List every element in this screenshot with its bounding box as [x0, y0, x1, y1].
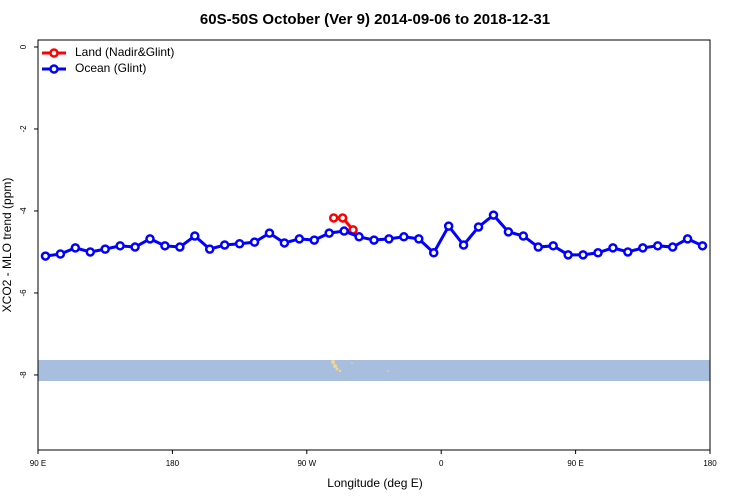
plot-frame	[37, 39, 711, 451]
data-point	[399, 232, 409, 242]
data-point	[264, 228, 275, 238]
data-point	[369, 235, 379, 245]
data-point	[682, 234, 693, 244]
data-point	[354, 232, 364, 242]
y-tick-label: -8	[19, 371, 28, 379]
data-point	[130, 242, 140, 252]
data-point	[85, 247, 96, 257]
y-tick-label: -6	[19, 289, 28, 297]
x-tick-label: 90 W	[297, 459, 316, 468]
data-point	[204, 244, 215, 254]
legend-marker	[49, 64, 59, 74]
data-point	[339, 226, 349, 236]
data-point	[100, 244, 110, 254]
data-point	[414, 234, 424, 244]
x-tick-label: 0	[439, 459, 444, 468]
x-tick-label: 90 E	[30, 459, 46, 468]
data-point	[518, 231, 529, 241]
legend-label: Ocean (Glint)	[75, 61, 146, 75]
data-point	[175, 242, 185, 252]
data-point	[473, 222, 484, 232]
y-tick-label: -4	[19, 207, 28, 215]
map-strip	[38, 360, 710, 381]
map-land	[331, 360, 389, 373]
data-point	[667, 242, 678, 252]
data-point	[55, 249, 66, 259]
chart-title: 60S-50S October (Ver 9) 2014-09-06 to 20…	[200, 11, 550, 28]
data-point	[40, 251, 51, 261]
data-point	[115, 241, 125, 251]
data-point	[384, 234, 394, 244]
legend-label: Land (Nadir&Glint)	[75, 45, 174, 59]
data-point	[324, 228, 334, 238]
data-point	[488, 210, 499, 220]
data-point	[70, 243, 81, 253]
data-point	[593, 248, 603, 258]
data-point	[219, 240, 230, 250]
data-point	[249, 237, 260, 247]
data-point	[697, 241, 708, 251]
x-axis-label: Longitude (deg E)	[327, 476, 422, 490]
data-point	[548, 241, 558, 251]
data-point	[563, 250, 573, 260]
data-point	[337, 213, 348, 223]
data-point	[160, 241, 170, 251]
data-point	[652, 241, 663, 251]
data-point	[428, 248, 439, 258]
data-point	[503, 227, 514, 237]
x-tick-label: 180	[703, 459, 717, 468]
y-tick-label: 0	[19, 44, 28, 49]
data-point	[623, 247, 633, 257]
y-tick-label: -2	[19, 125, 28, 133]
data-point	[638, 243, 648, 253]
data-point	[145, 234, 155, 244]
legend-marker	[49, 48, 59, 58]
data-point	[309, 235, 320, 245]
data-point	[443, 221, 454, 231]
data-point	[190, 231, 200, 241]
data-point	[533, 242, 544, 252]
data-point	[328, 213, 339, 223]
data-point	[608, 243, 618, 253]
data-point	[458, 240, 469, 250]
data-point	[279, 238, 290, 248]
data-point	[294, 234, 305, 244]
x-tick-label: 90 E	[567, 459, 583, 468]
y-axis-label: XCO2 - MLO trend (ppm)	[0, 178, 14, 313]
x-tick-label: 180	[166, 459, 180, 468]
data-point	[578, 250, 588, 260]
data-point	[234, 239, 245, 249]
